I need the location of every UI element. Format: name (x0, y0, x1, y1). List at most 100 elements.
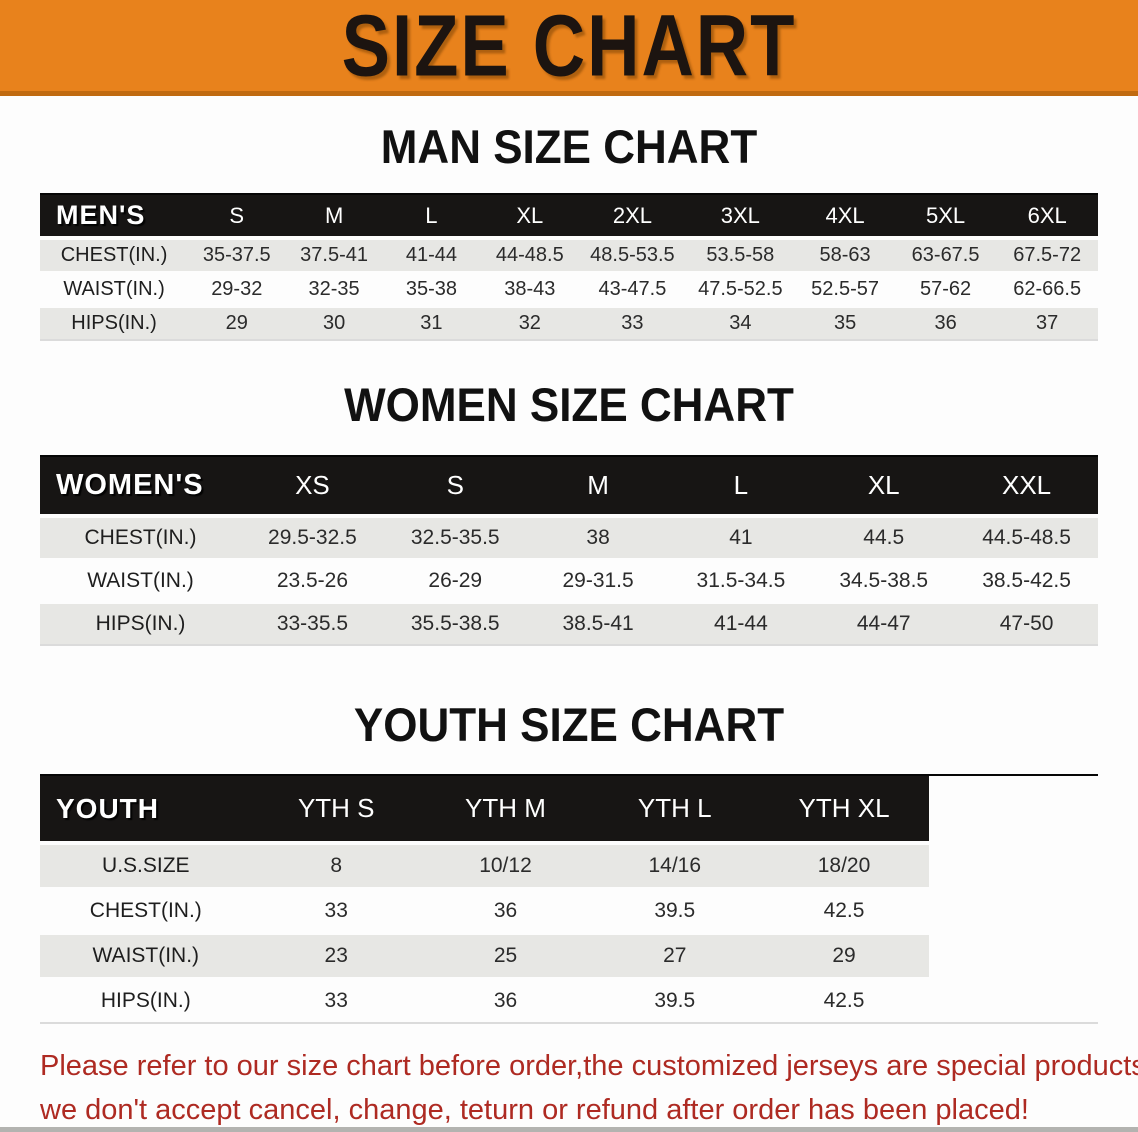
size-value-cell: 47.5-52.5 (698, 277, 783, 300)
size-value-cell: 37.5-41 (300, 243, 369, 266)
size-value-cell: 38.5-42.5 (982, 568, 1071, 592)
disclaimer-line-2: we don't accept cancel, change, teturn o… (40, 1094, 1029, 1126)
size-value-cell: 41 (729, 525, 753, 549)
column-header: XS (295, 470, 330, 500)
size-value-cell: 34.5-38.5 (839, 568, 929, 592)
size-value-cell: 10/12 (479, 853, 532, 877)
size-value-cell: 44-47 (856, 611, 911, 635)
size-value-cell: 33-35.5 (276, 611, 349, 635)
column-header: YTH M (465, 793, 546, 823)
column-header: 6XL (1027, 202, 1067, 228)
size-value-cell: 33 (621, 311, 644, 334)
banner: SIZE CHART (0, 0, 1138, 96)
size-value-cell: 44.5 (863, 525, 905, 549)
size-value-cell: 38.5-41 (562, 611, 634, 635)
page-title: SIZE CHART (341, 0, 797, 94)
disclaimer: Please refer to our size chart before or… (40, 1044, 1138, 1132)
size-value-cell: 33 (324, 988, 348, 1012)
size-value-cell: 35 (833, 311, 857, 334)
youth-size-table: YOUTH YTH S YTH M YTH L YTH XL U.S.SIZE 8 10/1… (40, 774, 1098, 1024)
size-value-cell: 35-37.5 (202, 243, 271, 266)
size-value-cell: 52.5-57 (811, 277, 879, 300)
bottom-edge-strip (0, 1127, 1138, 1132)
table-row: U.S.SIZE 8 10/12 14/16 18/20 (40, 843, 1098, 888)
size-value-cell: 63-67.5 (911, 243, 980, 266)
man-chart-heading: MAN SIZE CHART (380, 121, 758, 174)
column-header: M (324, 202, 344, 228)
size-value-cell: 31.5-34.5 (696, 568, 786, 592)
size-value-cell: 41-44 (405, 243, 457, 266)
size-value-cell: 41-44 (714, 611, 768, 635)
column-header: S (446, 470, 464, 500)
table-corner-label: MEN'S (56, 200, 146, 230)
table-row: HIPS(IN.) 33-35.5 35.5-38.5 38.5-41 41-44 44-… (40, 602, 1098, 645)
size-value-cell: 29 (225, 311, 248, 334)
table-corner-label: YOUTH (56, 792, 159, 824)
size-value-cell: 31 (420, 311, 443, 334)
man-size-table: MEN'S S M L XL 2XL 3XL 4XL 5XL 6XL CHEST(IN.) 35-3… (40, 193, 1098, 341)
size-value-cell: 33 (324, 898, 348, 922)
table-row: CHEST(IN.) 33 36 39.5 42.5 (40, 888, 1098, 933)
size-value-cell: 38 (586, 525, 610, 549)
size-value-cell: 18/20 (817, 853, 871, 877)
size-value-cell: 14/16 (648, 853, 702, 877)
row-label: HIPS(IN.) (95, 611, 186, 635)
size-value-cell: 43-47.5 (598, 277, 667, 300)
table-row: WAIST(IN.) 23 25 27 29 (40, 933, 1098, 978)
size-value-cell: 25 (493, 943, 518, 967)
size-value-cell: 48.5-53.5 (590, 243, 675, 266)
size-value-cell: 44.5-48.5 (982, 525, 1071, 549)
table-row: WAIST(IN.) 23.5-26 26-29 29-31.5 31.5-34.5 34… (40, 559, 1098, 602)
size-value-cell: 35-38 (405, 277, 457, 300)
size-value-cell: 47-50 (999, 611, 1054, 635)
row-label: CHEST(IN.) (84, 525, 197, 549)
disclaimer-line-1: Please refer to our size chart before or… (40, 1050, 1138, 1082)
row-label: WAIST(IN.) (63, 277, 165, 300)
size-value-cell: 38-43 (504, 277, 556, 300)
size-value-cell: 32-35 (308, 277, 360, 300)
size-value-cell: 26-29 (428, 568, 483, 592)
table-corner-label: WOMEN'S (56, 469, 204, 501)
column-header: 3XL (720, 202, 760, 228)
column-header: XL (516, 202, 544, 228)
size-value-cell: 67.5-72 (1013, 243, 1082, 266)
row-label: U.S.SIZE (102, 853, 190, 877)
column-header: XXL (1002, 470, 1052, 500)
size-value-cell: 36 (934, 311, 957, 334)
size-value-cell: 27 (663, 943, 687, 967)
size-value-cell: 39.5 (654, 898, 696, 922)
size-value-cell: 42.5 (823, 898, 865, 922)
table-row: HIPS(IN.) 33 36 39.5 42.5 (40, 978, 1098, 1023)
size-value-cell: 37 (1036, 311, 1059, 334)
table-row: HIPS(IN.) 29 30 31 32 33 34 35 36 37 (40, 306, 1098, 340)
size-value-cell: 42.5 (823, 988, 865, 1012)
size-value-cell: 32.5-35.5 (410, 525, 500, 549)
column-header: L (425, 202, 438, 228)
table-row: CHEST(IN.) 35-37.5 37.5-41 41-44 44-48.5 48.5… (40, 238, 1098, 272)
column-header: 4XL (825, 202, 865, 228)
row-label: WAIST(IN.) (92, 943, 200, 967)
size-value-cell: 8 (330, 853, 343, 877)
column-header: YTH L (637, 793, 712, 823)
table-row: WAIST(IN.) 29-32 32-35 35-38 38-43 43-47.5 47.… (40, 272, 1098, 306)
size-value-cell: 36 (493, 898, 518, 922)
column-header: M (587, 470, 609, 500)
column-header: L (733, 470, 749, 500)
size-value-cell: 53.5-58 (706, 243, 775, 266)
size-value-cell: 29.5-32.5 (268, 525, 357, 549)
size-value-cell: 36 (493, 988, 518, 1012)
size-value-cell: 57-62 (920, 277, 972, 300)
size-value-cell: 29-32 (211, 277, 263, 300)
row-label: CHEST(IN.) (89, 898, 202, 922)
column-header: XL (867, 470, 900, 500)
man-table-header-row: MEN'S S M L XL 2XL 3XL 4XL 5XL 6XL (40, 194, 1098, 238)
size-value-cell: 32 (518, 311, 541, 334)
youth-chart-heading: YOUTH SIZE CHART (353, 699, 785, 752)
row-label: CHEST(IN.) (60, 243, 168, 266)
size-value-cell: 35.5-38.5 (410, 611, 500, 635)
size-value-cell: 29-31.5 (562, 568, 634, 592)
size-value-cell: 62-66.5 (1013, 277, 1082, 300)
size-value-cell: 58-63 (819, 243, 871, 266)
column-header: S (229, 202, 245, 228)
table-row: CHEST(IN.) 29.5-32.5 32.5-35.5 38 41 44.5 44.5… (40, 516, 1098, 559)
